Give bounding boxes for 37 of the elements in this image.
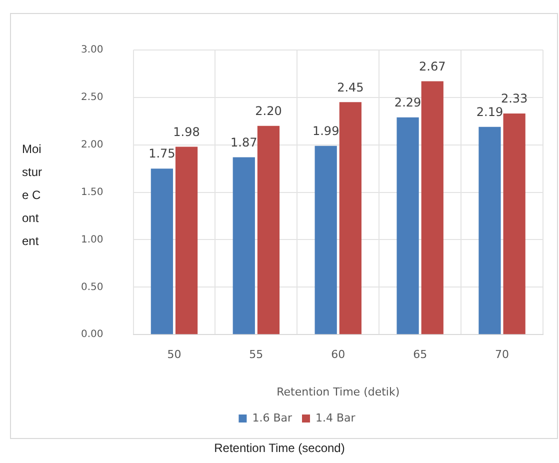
- data-label: 1.99: [312, 124, 340, 138]
- bar: [150, 168, 174, 334]
- bar: [232, 157, 255, 334]
- bar: [396, 117, 419, 334]
- x-tick-label: 50: [167, 348, 182, 362]
- y-tick-label: 2.50: [81, 92, 104, 104]
- y-tick-label: 0.00: [81, 329, 104, 340]
- bar: [175, 146, 198, 334]
- bar: [314, 146, 337, 334]
- x-tick-label: 65: [413, 348, 428, 362]
- bar: [503, 114, 526, 334]
- bar: [478, 126, 501, 334]
- y-tick-label: 0.50: [81, 282, 104, 293]
- bar: [339, 102, 362, 334]
- x-tick-label: 60: [331, 348, 346, 362]
- x-axis-title: Retention Time (detik): [276, 385, 400, 398]
- y-axis-title: Moisture Content: [22, 141, 44, 250]
- data-label: 1.75: [148, 146, 176, 161]
- data-label: 2.20: [255, 104, 282, 118]
- text: Retention Time (second): [213, 441, 346, 455]
- bar: [421, 81, 444, 334]
- data-label: 1.98: [173, 124, 200, 139]
- y-tick-label: 1.00: [81, 234, 104, 246]
- legend-label: 1.4 Bar: [316, 411, 356, 424]
- data-label: 2.45: [337, 80, 364, 94]
- bar: [257, 126, 280, 334]
- data-label: 2.33: [500, 92, 528, 106]
- legend-label: 1.6 Bar: [252, 411, 292, 424]
- data-label: 1.87: [230, 135, 258, 150]
- x-tick-label: 55: [249, 348, 264, 362]
- data-label: 2.19: [476, 104, 504, 119]
- y-tick-label: 2.00: [81, 139, 104, 150]
- y-tick-label: 3.00: [81, 44, 104, 56]
- data-label: 2.67: [419, 59, 446, 74]
- data-label: 2.29: [394, 95, 422, 110]
- y-tick-label: 1.50: [81, 186, 104, 198]
- x-tick-label: 70: [495, 348, 510, 362]
